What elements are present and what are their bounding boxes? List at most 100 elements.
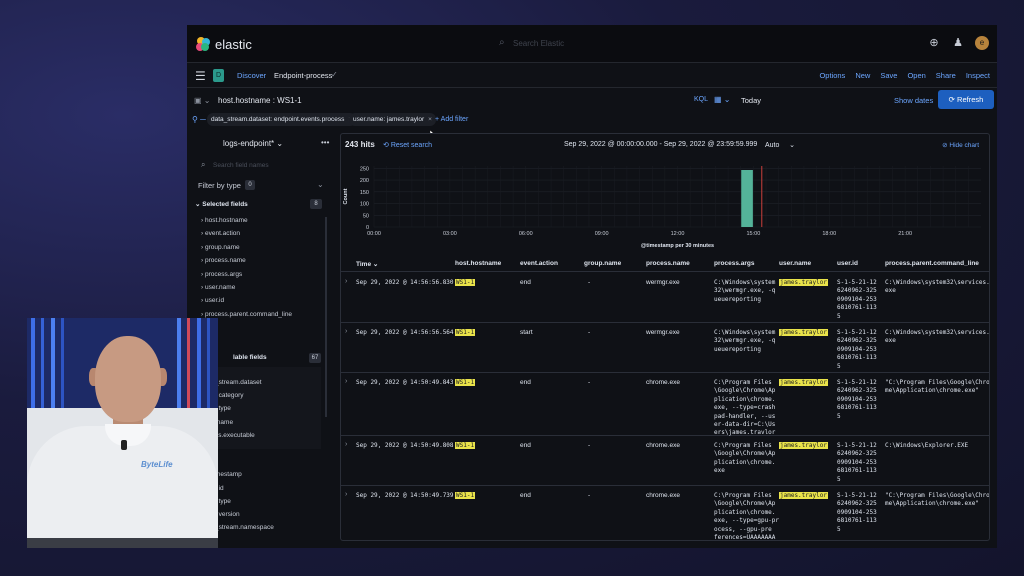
- column-header-time[interactable]: Time ⌄: [356, 261, 379, 268]
- x-tick-label: 00:00: [367, 231, 381, 237]
- column-header-group[interactable]: group.name: [584, 260, 622, 267]
- breadcrumb-discover[interactable]: Discover: [237, 71, 267, 80]
- sidebar-field[interactable]: › process.name: [201, 257, 246, 265]
- sidebar-field[interactable]: _stream.dataset: [215, 379, 262, 386]
- show-dates-link[interactable]: Show dates: [894, 96, 934, 105]
- refresh-button[interactable]: ⟳ Refresh: [938, 90, 994, 109]
- menu-new[interactable]: New: [855, 71, 871, 80]
- filter-pill[interactable]: data_stream.dataset: endpoint.events.pro…: [207, 113, 357, 126]
- x-tick-label: 15:00: [746, 231, 760, 237]
- table-cell-host: WS1-1: [455, 442, 476, 450]
- table-cell-pname: wermgr.exe: [646, 279, 680, 286]
- table-row[interactable]: › Sep 29, 2022 @ 14:56:56.830 WS1-1 end - wer…: [341, 273, 989, 323]
- brand-name: elastic: [215, 37, 252, 52]
- help-icon[interactable]: ⊕: [929, 37, 939, 49]
- notifications-icon[interactable]: ♟: [953, 37, 963, 49]
- table-cell-args: C:\Program Files \Google\Chrome\Ap plica…: [714, 492, 780, 541]
- column-header-parent-command[interactable]: process.parent.command_line: [885, 260, 979, 267]
- sidebar-field[interactable]: › group.name: [201, 243, 240, 251]
- expand-row-icon[interactable]: ›: [345, 441, 348, 448]
- table-cell-action: end: [520, 279, 531, 286]
- y-tick-label: 200: [360, 178, 369, 184]
- sidebar-field[interactable]: t.category: [215, 392, 244, 400]
- selected-fields-header[interactable]: ⌄ Selected fields: [195, 201, 248, 208]
- chevron-down-icon[interactable]: ⌄: [317, 180, 324, 189]
- interval-select[interactable]: Auto ⌄: [765, 142, 795, 149]
- space-badge[interactable]: D: [213, 69, 224, 82]
- sidebar-field[interactable]: .name: [215, 418, 234, 426]
- expand-row-icon[interactable]: ›: [345, 278, 348, 285]
- menu-options[interactable]: Options: [819, 71, 846, 80]
- highlighted-match: james.traylor: [779, 492, 828, 499]
- sidebar-field[interactable]: t.type: [215, 405, 231, 413]
- sidebar-field[interactable]: ss.executable: [215, 431, 255, 439]
- column-header-user-name[interactable]: user.name: [779, 260, 812, 267]
- table-row[interactable]: › Sep 29, 2022 @ 14:50:49.843 WS1-1 end - chr…: [341, 373, 989, 436]
- table-cell-group: -: [588, 379, 591, 386]
- presenter-ear: [157, 368, 167, 386]
- filter-by-type[interactable]: Filter by type: [198, 181, 241, 190]
- index-pattern-label: logs-endpoint*: [223, 139, 275, 148]
- field-search-placeholder: Search field names: [213, 162, 269, 169]
- sidebar-field[interactable]: t.id: [215, 484, 224, 492]
- close-icon[interactable]: ×: [428, 116, 432, 123]
- highlighted-match: james.traylor: [779, 379, 828, 386]
- hide-chart-link[interactable]: ⊘ Hide chart: [942, 142, 979, 149]
- sidebar-field[interactable]: › process.parent.command_line: [201, 310, 293, 318]
- sidebar-field[interactable]: › host.hostname: [201, 217, 248, 224]
- index-pattern-selector[interactable]: logs-endpoint* ⌄: [223, 139, 284, 148]
- sidebar-field[interactable]: mestamp: [215, 471, 242, 479]
- calendar-icon[interactable]: ▦ ⌄: [714, 95, 731, 104]
- y-axis-label: Count: [343, 188, 349, 204]
- table-cell-group: -: [588, 492, 591, 499]
- x-tick-label: 12:00: [671, 231, 685, 237]
- expand-row-icon[interactable]: ›: [345, 378, 348, 385]
- global-search-placeholder: Search Elastic: [513, 39, 565, 48]
- sidebar-field[interactable]: t.version: [215, 511, 240, 518]
- expand-row-icon[interactable]: ›: [345, 491, 348, 498]
- table-row[interactable]: › Sep 29, 2022 @ 14:50:49.808 WS1-1 end - chr…: [341, 436, 989, 486]
- sidebar-field[interactable]: › process.args: [201, 270, 243, 278]
- menu-icon[interactable]: ☰: [195, 69, 206, 83]
- column-header-action[interactable]: event.action: [520, 260, 558, 267]
- available-fields-header[interactable]: lable fields: [233, 354, 267, 361]
- add-filter-button[interactable]: + Add filter: [435, 116, 469, 123]
- reset-search-link[interactable]: ⟲ Reset search: [383, 142, 433, 149]
- highlighted-match: WS1-1: [455, 379, 476, 386]
- menu-inspect[interactable]: Inspect: [965, 71, 990, 80]
- menu-share[interactable]: Share: [935, 71, 956, 80]
- sidebar-field[interactable]: › user.id: [201, 297, 225, 305]
- presenter-head: [95, 336, 161, 422]
- column-header-hostname[interactable]: host.hostname: [455, 260, 502, 267]
- filter-options-icon[interactable]: ⚲ ─: [192, 115, 206, 124]
- sidebar-field[interactable]: t.type: [215, 497, 231, 505]
- table-cell-time: Sep 29, 2022 @ 14:56:56.830: [356, 279, 454, 286]
- more-options-icon[interactable]: •••: [321, 138, 330, 147]
- column-header-user-id[interactable]: user.id: [837, 260, 858, 267]
- avatar[interactable]: e: [975, 36, 989, 50]
- menu-open[interactable]: Open: [907, 71, 926, 80]
- table-cell-host: WS1-1: [455, 492, 476, 500]
- query-bar: ▣ ⌄ host.hostname : WS1-1 KQL ▦ ⌄ Today …: [187, 89, 997, 113]
- table-row[interactable]: › Sep 29, 2022 @ 14:56:56.564 WS1-1 start - w…: [341, 323, 989, 373]
- sidebar-field[interactable]: › event.action: [201, 230, 241, 238]
- sidebar-scrollbar[interactable]: [325, 217, 327, 417]
- kql-toggle[interactable]: KQL: [694, 96, 709, 103]
- table-row[interactable]: › Sep 29, 2022 @ 14:50:49.739 WS1-1 end - chr…: [341, 486, 989, 541]
- column-header-process-name[interactable]: process.name: [646, 260, 690, 267]
- sidebar-field[interactable]: _stream.namespace: [215, 524, 274, 532]
- menu-save[interactable]: Save: [880, 71, 898, 80]
- table-cell-group: -: [588, 442, 591, 449]
- sidebar-field[interactable]: › user.name: [201, 284, 236, 291]
- filter-pill[interactable]: user.name: james.traylor ×: [349, 113, 436, 126]
- x-tick-label: 21:00: [898, 231, 912, 237]
- saved-query-icon[interactable]: ▣ ⌄: [194, 96, 211, 105]
- global-search[interactable]: ⌕ Search Elastic: [493, 34, 713, 54]
- column-header-process-args[interactable]: process.args: [714, 260, 755, 267]
- date-picker-value[interactable]: Today: [741, 96, 762, 105]
- y-tick-label: 250: [360, 166, 369, 172]
- expand-row-icon[interactable]: ›: [345, 328, 348, 335]
- header-icons: ⊕ ♟ e: [927, 36, 989, 50]
- query-input[interactable]: host.hostname : WS1-1: [218, 96, 302, 105]
- field-search-input[interactable]: ⌕ Search field names: [199, 159, 325, 173]
